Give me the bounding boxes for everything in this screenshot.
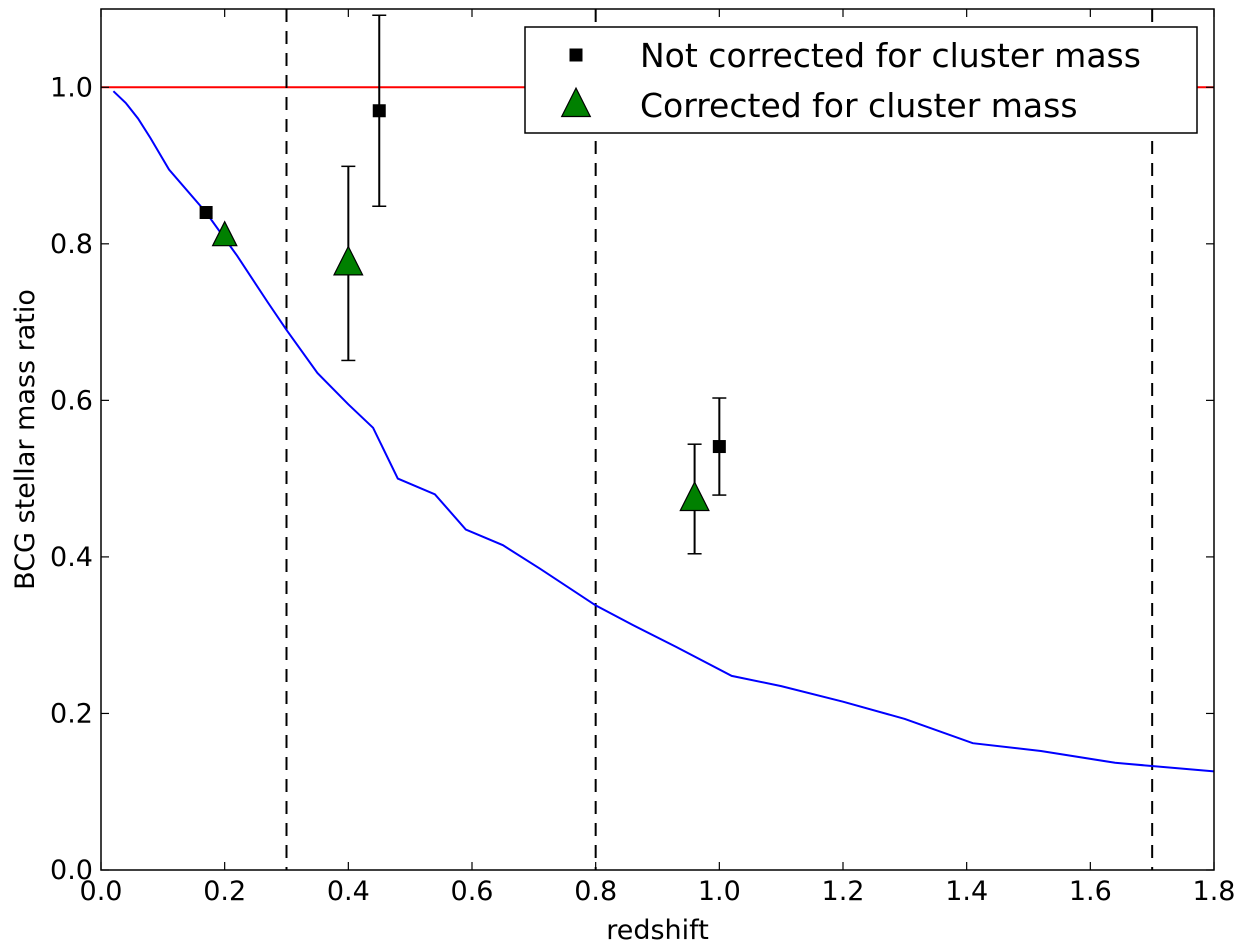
data-point-triangle: [679, 480, 710, 512]
y-tick-label: 0.8: [50, 229, 93, 260]
x-tick-label: 0.8: [574, 876, 617, 907]
legend-box: [524, 26, 1198, 134]
x-tick-label: 1.8: [1193, 876, 1236, 907]
x-tick-label: 1.2: [822, 876, 865, 907]
axes: 0.0 0.2 0.4 0.6 0.8 1.0 1.2 1.4 1.6 1.8 0.0 0.2 0.4 0…: [50, 8, 1236, 907]
y-tick-label: 0.4: [50, 542, 93, 573]
x-tick-label: 0.2: [203, 876, 246, 907]
plot-points: [199, 14, 727, 555]
plot-frame: [100, 8, 1215, 871]
x-tick-label: 1.6: [1069, 876, 1112, 907]
legend-label: Corrected for cluster mass: [640, 86, 1078, 125]
legend: Not corrected for cluster mass Corrected …: [524, 26, 1198, 134]
x-tick-label: 1.0: [698, 876, 741, 907]
x-tick-label: 0.0: [80, 876, 123, 907]
x-tick-label: 1.4: [945, 876, 988, 907]
y-tick-label: 0.2: [50, 698, 93, 729]
legend-triangle-marker: [560, 86, 592, 118]
data-point-triangle: [333, 245, 364, 276]
data-point-square: [712, 440, 726, 454]
y-tick-label: 0.6: [50, 385, 93, 416]
y-tick-label: 0.0: [50, 855, 93, 886]
data-point-triangle: [211, 220, 238, 247]
legend-label: Not corrected for cluster mass: [640, 36, 1141, 75]
data-point-square: [372, 104, 386, 118]
model-curve: [112, 90, 1215, 773]
y-axis-label: BCG stellar mass ratio: [10, 289, 41, 590]
plot-lines: [101, 9, 1215, 870]
x-axis-label: redshift: [606, 915, 709, 943]
data-point-square: [199, 206, 213, 220]
x-tick-label: 0.4: [327, 876, 370, 907]
x-tick-label: 0.6: [451, 876, 494, 907]
legend-square-marker: [569, 48, 583, 62]
y-tick-label: 1.0: [50, 72, 93, 103]
